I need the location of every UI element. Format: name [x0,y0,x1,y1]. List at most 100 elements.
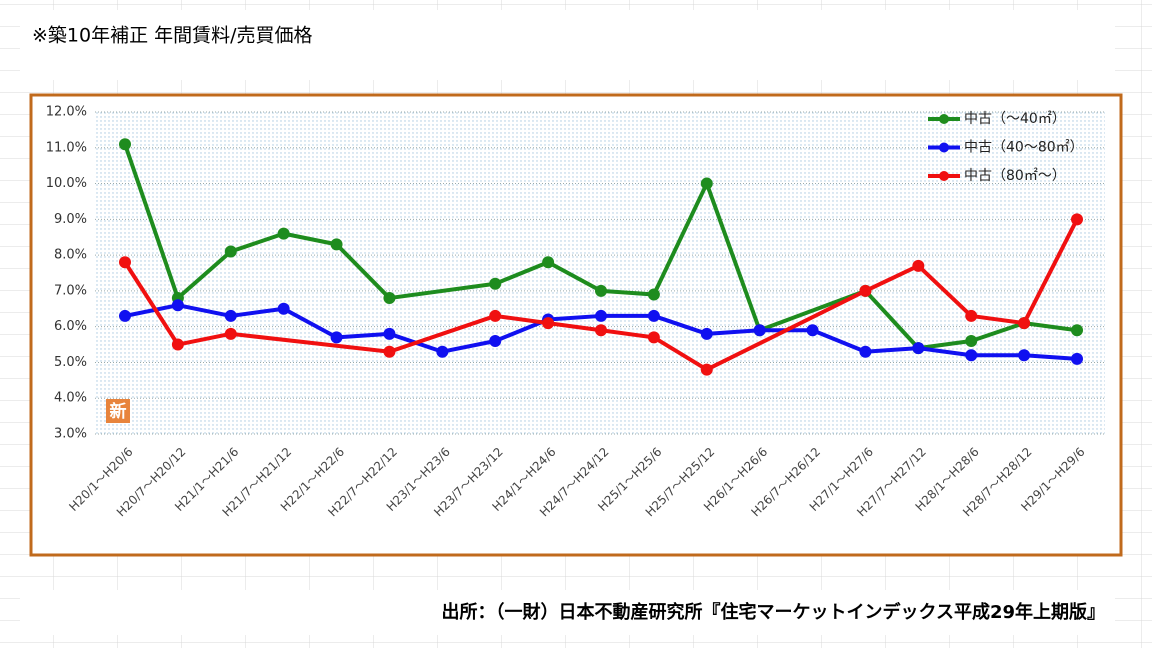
line-segment [547,321,602,333]
line-segment [918,338,972,351]
point [383,345,396,358]
point [119,256,131,269]
point [1018,349,1031,362]
line-segment [1023,353,1078,361]
line-segment [704,182,762,331]
line-segment [918,346,972,358]
legend-label: 中古（～40㎡） [964,111,1066,127]
line-segment [230,331,390,354]
point [965,334,978,347]
plot-area [95,112,1105,434]
point [595,309,607,322]
point [1018,317,1031,330]
source-area [20,590,1115,635]
point [700,327,713,340]
point [647,331,660,344]
point [224,327,237,340]
point [542,256,555,269]
point [965,309,978,322]
point [1071,352,1083,365]
line-segment [389,281,496,301]
point [330,238,343,251]
source: 出所：（一財）日本不動産研究所『住宅マーケットインデックス平成29年上期版』 [441,601,1105,623]
point [330,331,343,344]
line-segment [441,339,496,354]
title-area [20,10,1115,80]
point [912,259,925,272]
point [806,324,819,337]
point [119,138,131,151]
line-segment [653,314,708,336]
point [647,309,660,322]
legend-marker [939,114,949,124]
y-tick-label: 4.0% [54,391,87,406]
y-tick-label: 8.0% [54,248,87,263]
point [1071,213,1083,226]
badge-text: 新 [110,401,127,422]
point [489,334,502,347]
line-segment [336,331,390,340]
point [224,309,237,322]
line-segment [494,260,549,286]
point [700,363,713,376]
point [277,302,290,315]
line-segment [547,260,602,293]
point [859,284,872,297]
point [383,327,396,340]
line-segment [123,261,180,346]
line-segment [283,231,337,247]
y-tick-label: 6.0% [54,319,87,334]
line-segment [652,182,709,296]
line-segment [1023,321,1078,333]
y-tick-label: 7.0% [54,283,87,298]
line-segment [970,313,1025,326]
line-segment [1022,218,1079,324]
point [700,177,713,190]
line-segment [600,288,655,297]
point [277,227,290,240]
y-tick-label: 11.0% [46,140,87,155]
point [595,284,607,297]
legend-marker [939,142,949,153]
line-segment [124,303,179,318]
line-segment [177,331,232,347]
y-tick-label: 12.0% [46,105,87,120]
point [383,292,396,305]
point [647,288,660,301]
y-tick-label: 10.0% [46,176,87,191]
y-tick-label: 3.0% [54,427,87,442]
point [119,309,131,322]
legend-label: 中古（80㎡～） [964,168,1066,184]
point [542,317,555,330]
point [224,245,237,258]
y-tick-label: 9.0% [54,212,87,227]
point [859,345,872,358]
line-segment [652,335,708,372]
point [1071,324,1083,337]
y-tick-label: 5.0% [54,355,87,370]
legend-label: 中古（40～80㎡） [964,140,1084,156]
title: ※築10年補正 年間賃料/売買価格 [32,25,313,47]
badge [106,399,130,423]
line-segment [230,231,285,254]
line-segment [705,289,867,372]
line-segment [864,264,920,293]
line-segment [335,242,391,300]
line-segment [177,303,232,318]
point [489,309,502,322]
legend-marker [939,171,949,181]
point [171,299,184,312]
point [171,338,184,351]
point [436,345,449,358]
point [753,324,766,337]
line-segment [388,314,496,354]
line-segment [970,321,1025,343]
line-segment [811,328,867,354]
point [912,342,925,355]
line-segment [863,289,920,350]
point [965,349,978,362]
line-segment [176,250,233,300]
line-segment [282,307,338,340]
